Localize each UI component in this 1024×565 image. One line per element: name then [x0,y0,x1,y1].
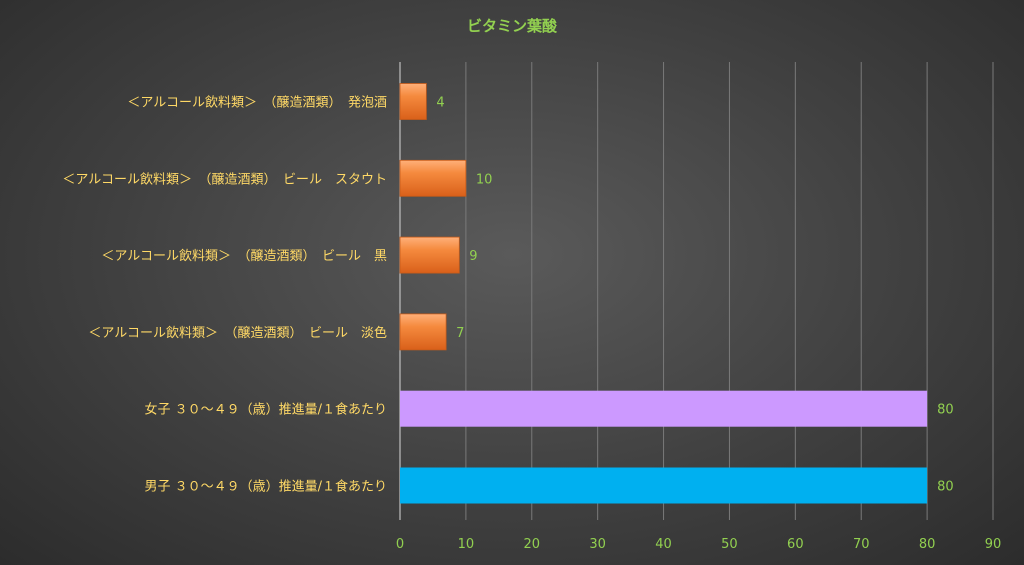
x-tick-label: 30 [589,537,606,552]
data-label: 80 [937,480,954,495]
bar [399,236,460,274]
category-label: ＜アルコール飲料類＞ （醸造酒類） ビール スタウト [62,171,387,187]
x-tick-label: 60 [787,537,804,552]
bars [399,83,928,504]
bar [399,83,427,120]
gridlines [399,62,994,520]
bar [400,467,928,504]
x-tick-label: 40 [655,537,672,552]
x-tick-label: 90 [985,537,1002,552]
category-label: 男子 ３０～４９（歳）推進量/１食あたり [144,479,387,495]
chart-title: ビタミン葉酸 [467,17,558,35]
x-tick-label: 80 [919,537,936,552]
data-label: 80 [937,403,954,418]
category-label: ＜アルコール飲料類＞ （醸造酒類） ビール 黒 [101,248,387,264]
x-tick-label: 70 [853,537,870,552]
x-tick-label: 10 [458,537,475,552]
data-label: 10 [476,172,493,187]
data-label: 4 [436,96,444,111]
category-labels: 4 ＜アルコール飲料類＞ （醸造酒類） 発泡酒 10 ＜アルコール飲料類＞ （醸造酒類… [62,95,953,495]
x-tick-label: 20 [524,537,541,552]
bar [399,313,447,351]
x-axis-ticks: 0 10 20 30 40 50 60 70 80 90 [396,537,1001,552]
category-label: ＜アルコール飲料類＞ （醸造酒類） 発泡酒 [127,95,387,111]
x-tick-label: 50 [721,537,738,552]
category-label: 女子 ３０～４９（歳）推進量/１食あたり [144,402,387,418]
bar [399,159,467,197]
data-label: 9 [469,249,477,264]
x-tick-label: 0 [396,537,404,552]
bar [400,390,928,427]
category-label: ＜アルコール飲料類＞ （醸造酒類） ビール 淡色 [88,325,387,341]
data-label: 7 [456,326,464,341]
